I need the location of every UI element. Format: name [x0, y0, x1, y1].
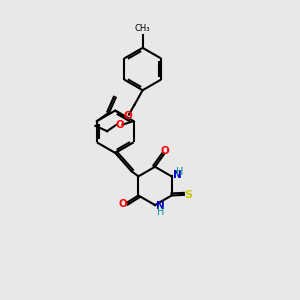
Text: CH₃: CH₃: [135, 24, 150, 33]
Text: H: H: [176, 167, 184, 177]
Text: O: O: [115, 120, 124, 130]
Text: H: H: [157, 206, 164, 217]
Text: O: O: [119, 199, 128, 209]
Text: N: N: [173, 170, 182, 180]
Text: S: S: [184, 190, 192, 200]
Text: O: O: [161, 146, 170, 157]
Text: O: O: [124, 111, 132, 121]
Text: N: N: [156, 201, 164, 211]
